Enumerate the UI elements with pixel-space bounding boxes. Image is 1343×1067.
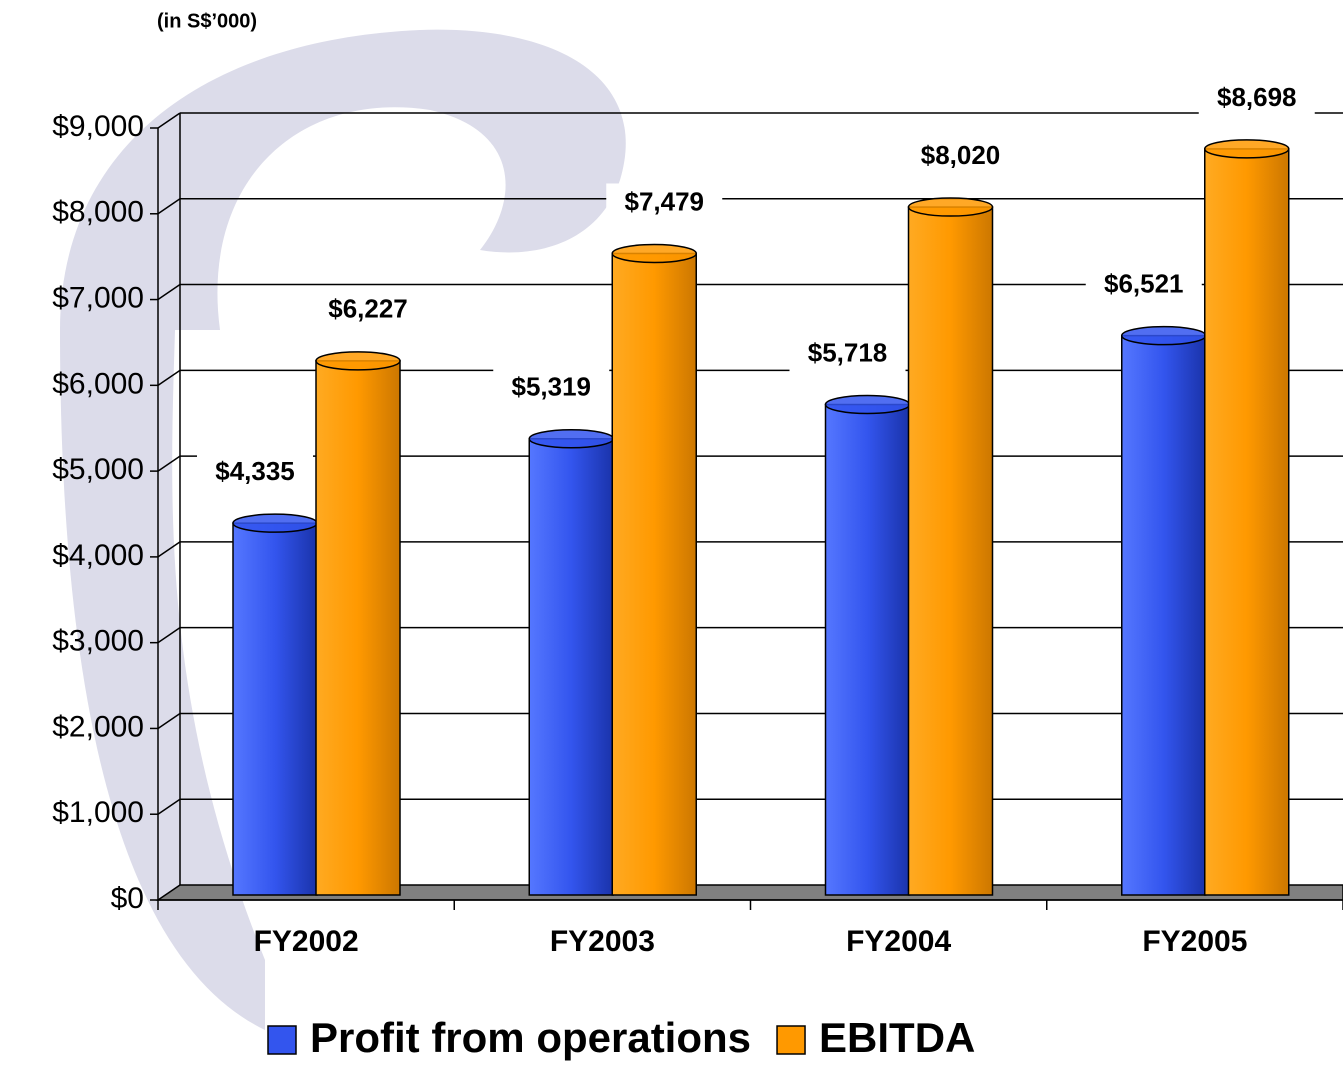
y-tick-label: $4,000	[52, 539, 144, 572]
bar-top	[1205, 140, 1289, 158]
subtitle: (in S$’000)	[157, 10, 257, 32]
chart: (in S$’000) $0 $1,000 $2,000 $3,000 $4,000 $5…	[0, 0, 1343, 1067]
legend-swatch	[268, 1026, 296, 1054]
bar	[826, 405, 910, 895]
x-tick-label: FY2005	[1142, 925, 1247, 958]
value-label: $6,521	[1104, 269, 1184, 299]
bar-top	[233, 514, 317, 532]
bar-top	[316, 352, 400, 370]
y-tick-label: $6,000	[52, 367, 144, 400]
value-label: $4,335	[215, 456, 295, 486]
bar-top	[529, 430, 613, 448]
bar-top	[826, 396, 910, 414]
y-tick-label: $2,000	[52, 710, 144, 743]
legend-label: EBITDA	[819, 1014, 975, 1061]
value-label: $8,698	[1217, 82, 1297, 112]
value-label: $6,227	[328, 294, 408, 324]
value-label: $5,319	[511, 372, 591, 402]
bar	[233, 523, 317, 895]
x-tick-label: FY2004	[846, 925, 951, 958]
value-label: $5,718	[808, 337, 888, 367]
value-label: $7,479	[624, 186, 704, 216]
bar-top	[909, 198, 993, 216]
bar	[1205, 149, 1289, 895]
bar	[529, 439, 613, 895]
x-tick-label: FY2003	[550, 925, 655, 958]
y-tick-label: $8,000	[52, 196, 144, 229]
y-tick-label: $5,000	[52, 453, 144, 486]
bar-top	[612, 244, 696, 262]
bar	[316, 361, 400, 895]
y-tick-label: $7,000	[52, 281, 144, 314]
y-tick-label: $1,000	[52, 796, 144, 829]
bar	[909, 207, 993, 895]
bar-top	[1122, 327, 1206, 345]
y-tick-label: $0	[111, 882, 144, 915]
value-label: $8,020	[921, 140, 1001, 170]
bar	[1122, 336, 1206, 895]
legend-label: Profit from operations	[310, 1014, 751, 1061]
legend-swatch	[777, 1026, 805, 1054]
y-tick-label: $3,000	[52, 625, 144, 658]
y-tick-label: $9,000	[52, 110, 144, 143]
bar	[612, 253, 696, 895]
x-tick-label: FY2002	[254, 925, 359, 958]
